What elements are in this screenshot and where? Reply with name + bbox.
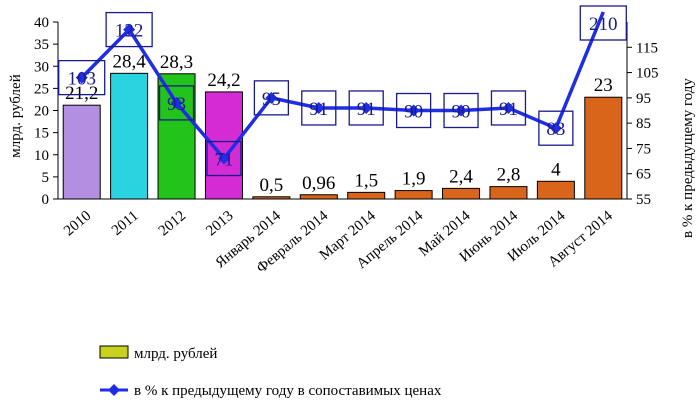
line-marker [265, 91, 278, 104]
line-value-label: 91 [309, 99, 328, 120]
bar-value-label: 4 [551, 159, 561, 180]
bar [489, 186, 528, 200]
right-axis-tick-label: 95 [636, 91, 651, 107]
line-series: 103 122 93 71 95 91 91 90 90 91 83 210 [58, 5, 627, 177]
bar [584, 96, 623, 200]
left-axis-tick-label: 10 [34, 148, 49, 164]
bar [62, 104, 101, 200]
bar [347, 191, 386, 200]
line-value-box [538, 110, 574, 146]
bar [157, 73, 196, 200]
right-axis: 55 65 75 85 95 105 115 [626, 22, 659, 208]
bar-value-label: 0,96 [302, 173, 335, 194]
line-value-box [206, 140, 242, 177]
bar-value-label: 2,8 [497, 165, 521, 186]
line-marker [455, 104, 468, 117]
line-value-label: 122 [115, 21, 144, 42]
legend-bar-swatch [99, 345, 129, 359]
left-axis-tick-label: 35 [34, 37, 49, 53]
legend-line-label: в % к предыдущему году в сопоставимых це… [134, 383, 442, 399]
bar-value-label: 28,4 [113, 51, 147, 72]
line-value-box [579, 5, 627, 41]
left-axis-tick-label: 40 [34, 15, 49, 31]
line-value-label: 210 [589, 14, 618, 35]
right-axis-tick-label: 115 [636, 40, 658, 56]
bar [536, 180, 575, 200]
line-marker [170, 96, 183, 109]
line-value-label: 71 [214, 150, 233, 171]
line-marker [75, 71, 88, 84]
line-marker [360, 101, 373, 114]
left-axis-tick-label: 0 [42, 192, 50, 208]
line-value-label: 91 [499, 99, 518, 120]
line-path [80, 11, 605, 162]
bar-value-label: 1,5 [354, 170, 378, 191]
left-axis-tick-label: 30 [34, 59, 49, 75]
bar-value-label: 1,9 [402, 169, 426, 190]
line-marker [123, 23, 136, 36]
right-axis-tick-label: 75 [636, 141, 651, 157]
category-label: 2013 [203, 208, 236, 240]
line-value-box [301, 90, 337, 126]
line-value-box [443, 92, 479, 129]
bar [442, 187, 481, 200]
right-axis-tick-label: 55 [636, 192, 651, 208]
line-marker [217, 152, 230, 165]
category-label: 2012 [156, 208, 189, 240]
right-axis-tick-label: 65 [636, 167, 651, 183]
line-marker [549, 122, 562, 135]
left-axis-tick-label: 20 [34, 104, 49, 120]
bar-value-label: 28,3 [160, 52, 193, 73]
line-marker [312, 101, 325, 114]
bar-value-label: 21,2 [65, 83, 98, 104]
line-value-box [490, 90, 527, 126]
bar [110, 72, 149, 200]
line-value-label: 93 [167, 94, 186, 115]
bar-value-label: 23 [594, 75, 613, 96]
left-axis-tick-label: 5 [42, 170, 50, 186]
line-value-box [348, 90, 384, 126]
left-axis-title: млрд. рублей [8, 74, 24, 157]
line-value-label: 103 [67, 69, 96, 90]
left-axis: 0 5 10 15 20 25 30 35 40 [34, 15, 627, 208]
category-label: 2011 [109, 208, 142, 239]
bar-value-label: 0,5 [260, 175, 284, 196]
legend-bar-label: млрд. рублей [134, 346, 217, 362]
line-value-label: 90 [452, 102, 471, 123]
line-value-label: 90 [404, 102, 423, 123]
bar-series: 21,2 28,4 28,3 24,2 0,5 0,96 1,5 1,9 2,4 2,8 4 23 [62, 51, 623, 200]
line-value-box [395, 92, 432, 129]
right-axis-title: в % к предыдущему году [680, 78, 696, 238]
line-value-box [158, 85, 195, 121]
legend-line-marker [108, 384, 120, 396]
line-value-box [105, 11, 153, 48]
line-marker [407, 104, 420, 117]
line-value-label: 91 [357, 99, 376, 120]
left-axis-tick-label: 15 [34, 126, 49, 142]
bar [252, 196, 291, 200]
bar [394, 190, 433, 200]
bar-value-label: 2,4 [449, 166, 473, 187]
line-marker [502, 101, 515, 114]
line-value-label: 95 [262, 89, 281, 110]
line-value-label: 83 [546, 119, 565, 140]
bar [299, 194, 338, 200]
category-label: 2010 [61, 208, 94, 240]
right-axis-tick-label: 105 [636, 66, 659, 82]
left-axis-tick-label: 25 [34, 81, 49, 97]
bar-value-label: 24,2 [207, 70, 240, 91]
legend: млрд. рублей в % к предыдущему году в со… [99, 345, 442, 399]
line-value-box [253, 80, 290, 116]
right-axis-tick-label: 85 [636, 116, 651, 132]
line-value-box [58, 59, 106, 96]
